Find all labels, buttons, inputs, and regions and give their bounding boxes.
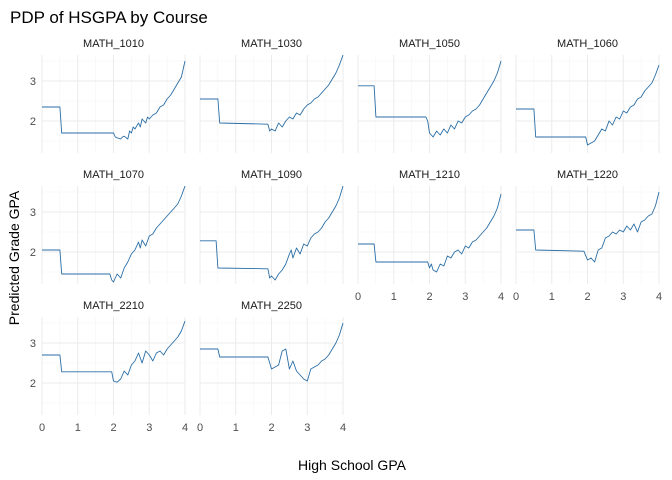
x-tick-label: 3 <box>304 422 310 434</box>
facet-panel: MATH_1010 2 3 <box>30 38 186 153</box>
facet-label: MATH_1070 <box>83 169 144 181</box>
y-tick-label: 2 <box>30 247 36 259</box>
facet-label: MATH_1010 <box>83 38 144 50</box>
series-line <box>42 60 186 140</box>
x-tick-label: 0 <box>197 422 203 434</box>
series-line <box>200 185 344 281</box>
y-tick-label: 3 <box>30 76 36 88</box>
x-tick-label: 4 <box>340 422 346 434</box>
facet-panel: MATH_2210 2 3 0 1 2 3 4 <box>30 300 188 434</box>
facet-panel: MATH_1210 0 1 2 3 4 <box>355 169 504 303</box>
x-tick-label: 0 <box>355 291 361 303</box>
series-line <box>200 322 344 382</box>
x-tick-label: 3 <box>462 291 468 303</box>
facet-panels: MATH_1010 2 3 MATH_1030 MATH_1050 MATH_1060 MA… <box>30 38 662 434</box>
series-line <box>516 64 660 146</box>
facet-label: MATH_1210 <box>399 169 460 181</box>
facet-label: MATH_1090 <box>241 169 302 181</box>
facet-label: MATH_2250 <box>241 300 302 312</box>
series-line <box>358 193 502 273</box>
facet-label: MATH_2210 <box>83 300 144 312</box>
x-tick-label: 1 <box>75 422 81 434</box>
x-tick-label: 4 <box>656 291 662 303</box>
y-tick-label: 3 <box>30 207 36 219</box>
x-tick-label: 2 <box>584 291 590 303</box>
x-tick-label: 1 <box>391 291 397 303</box>
chart-title: PDP of HSGPA by Course <box>10 8 208 27</box>
x-tick-label: 0 <box>39 422 45 434</box>
facet-label: MATH_1060 <box>557 38 618 50</box>
x-tick-label: 4 <box>498 291 504 303</box>
series-line <box>358 60 502 138</box>
x-axis-title: High School GPA <box>298 457 407 473</box>
facet-panel: MATH_1030 <box>199 38 344 153</box>
x-tick-label: 2 <box>110 422 116 434</box>
series-line <box>200 54 344 132</box>
facet-label: MATH_1050 <box>399 38 460 50</box>
y-tick-label: 2 <box>30 116 36 128</box>
series-line <box>42 185 186 283</box>
x-tick-label: 2 <box>426 291 432 303</box>
facet-panel: MATH_1070 2 3 <box>30 169 186 284</box>
facet-panel: MATH_1050 <box>357 38 502 153</box>
x-tick-label: 0 <box>513 291 519 303</box>
y-tick-label: 2 <box>30 378 36 390</box>
y-tick-label: 3 <box>30 338 36 350</box>
facet-panel: MATH_1220 0 1 2 3 4 <box>513 169 662 303</box>
facet-panel: MATH_1090 <box>199 169 344 284</box>
y-axis-title: Predicted Grade GPA <box>6 190 22 325</box>
x-tick-label: 1 <box>549 291 555 303</box>
facet-panel: MATH_1060 <box>515 38 660 153</box>
x-tick-label: 3 <box>620 291 626 303</box>
facet-label: MATH_1030 <box>241 38 302 50</box>
series-line <box>516 191 660 263</box>
x-tick-label: 1 <box>233 422 239 434</box>
series-line <box>42 320 186 383</box>
x-tick-label: 4 <box>182 422 188 434</box>
x-tick-label: 3 <box>146 422 152 434</box>
facet-panel: MATH_2250 0 1 2 3 4 <box>197 300 346 434</box>
x-tick-label: 2 <box>268 422 274 434</box>
facet-label: MATH_1220 <box>557 169 618 181</box>
